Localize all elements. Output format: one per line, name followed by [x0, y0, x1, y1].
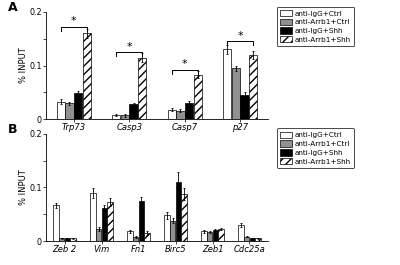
Bar	[201, 232, 207, 241]
Bar	[82, 33, 91, 119]
Bar	[144, 233, 150, 241]
Bar	[213, 231, 218, 241]
Bar	[107, 202, 113, 241]
Bar	[74, 94, 82, 119]
Bar	[65, 238, 70, 241]
Bar	[53, 205, 59, 241]
Text: *: *	[71, 16, 76, 26]
Bar	[170, 221, 175, 241]
Y-axis label: % INPUT: % INPUT	[19, 170, 28, 205]
Bar	[168, 110, 176, 119]
Bar	[127, 232, 133, 241]
Bar	[164, 215, 170, 241]
Bar	[232, 68, 240, 119]
Bar	[255, 238, 261, 241]
Bar	[70, 238, 76, 241]
Bar	[130, 104, 138, 119]
Bar	[139, 201, 144, 241]
Bar	[240, 95, 248, 119]
Text: *: *	[182, 59, 188, 69]
Bar	[57, 101, 65, 119]
Text: *: *	[238, 31, 243, 41]
Bar	[250, 238, 255, 241]
Bar	[249, 55, 257, 119]
Y-axis label: % INPUT: % INPUT	[19, 48, 28, 83]
Bar	[194, 75, 202, 119]
Legend: anti-IgG+Ctrl, anti-Arrb1+Ctrl, anti-IgG+Shh, anti-Arrb1+Shh: anti-IgG+Ctrl, anti-Arrb1+Ctrl, anti-IgG…	[277, 129, 354, 168]
Bar	[138, 58, 146, 119]
Bar	[218, 229, 224, 241]
Bar	[181, 194, 187, 241]
Bar	[96, 229, 101, 241]
Text: A: A	[8, 1, 18, 14]
Bar	[66, 103, 74, 119]
Bar	[223, 50, 232, 119]
Bar	[185, 103, 193, 119]
Bar	[112, 115, 120, 119]
Bar	[244, 237, 249, 241]
Bar	[207, 232, 212, 241]
Text: *: *	[126, 42, 132, 52]
Bar	[90, 193, 96, 241]
Bar	[176, 111, 184, 119]
Bar	[121, 116, 129, 119]
Bar	[238, 225, 244, 241]
Legend: anti-IgG+Ctrl, anti-Arrb1+Ctrl, anti-IgG+Shh, anti-Arrb1+Shh: anti-IgG+Ctrl, anti-Arrb1+Ctrl, anti-IgG…	[277, 7, 354, 46]
Bar	[102, 208, 107, 241]
Bar	[133, 237, 138, 241]
Bar	[59, 238, 64, 241]
Bar	[176, 182, 181, 241]
Text: B: B	[8, 123, 18, 136]
